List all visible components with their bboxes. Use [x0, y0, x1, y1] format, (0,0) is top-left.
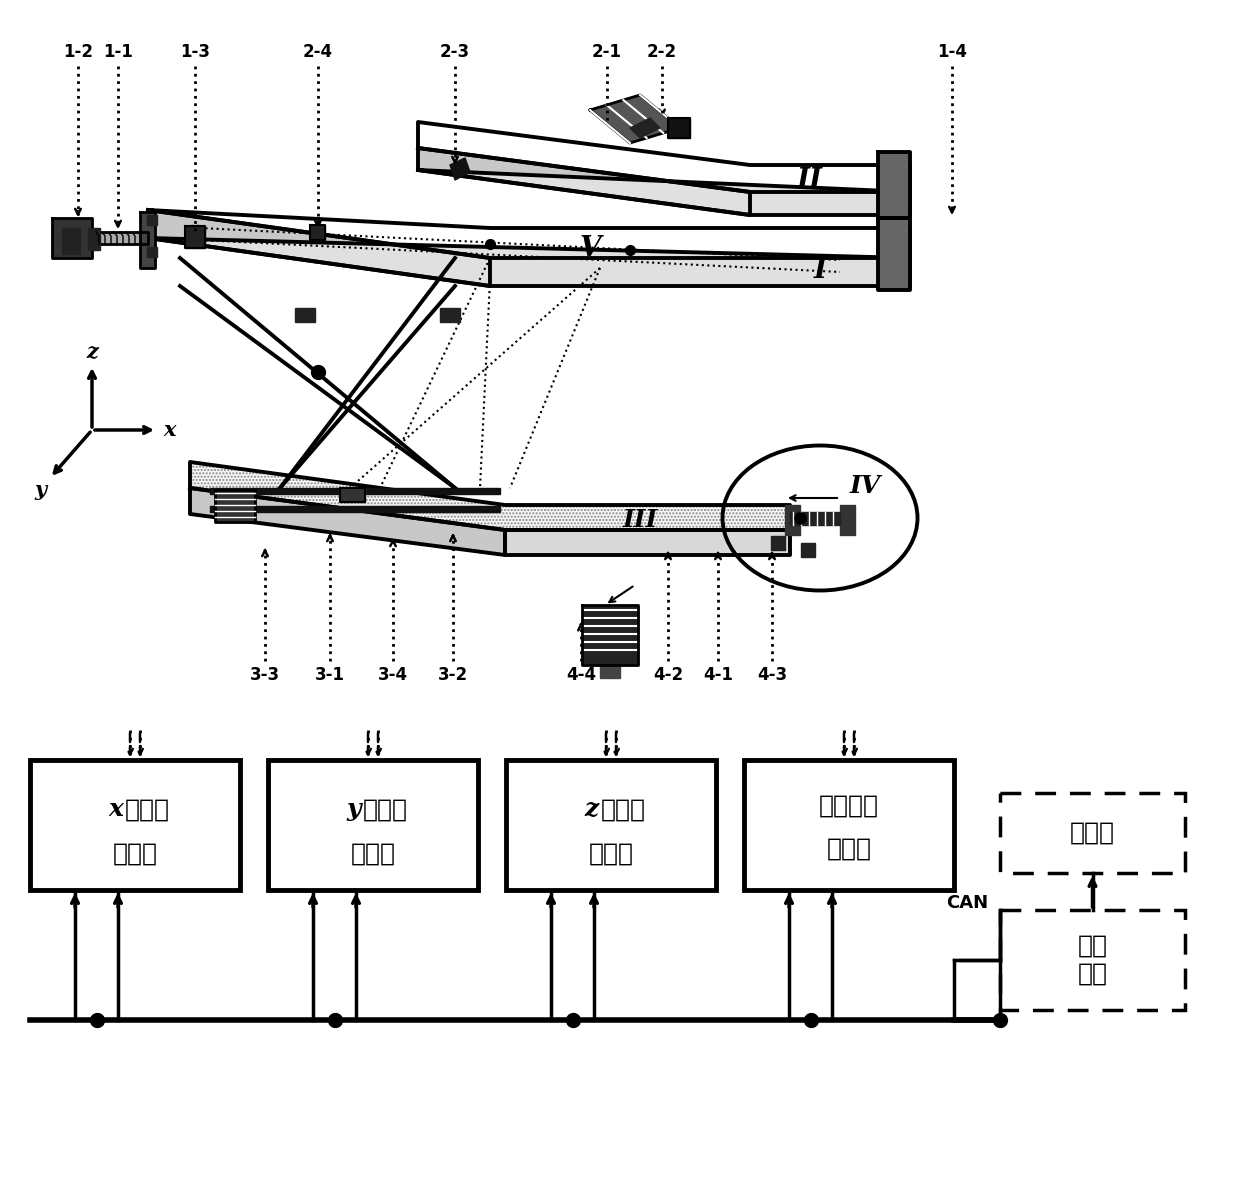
Text: 3-1: 3-1	[315, 666, 345, 684]
Text: 向伺服: 向伺服	[601, 798, 646, 821]
Polygon shape	[210, 488, 500, 494]
Polygon shape	[600, 666, 620, 679]
Text: 4-4: 4-4	[565, 666, 596, 684]
Polygon shape	[92, 232, 148, 244]
Bar	[999, 793, 1185, 873]
Text: x: x	[164, 421, 176, 441]
Text: I: I	[813, 257, 827, 284]
Polygon shape	[148, 210, 910, 258]
Polygon shape	[190, 462, 790, 530]
Text: 1-2: 1-2	[63, 44, 93, 61]
Polygon shape	[210, 507, 500, 512]
Polygon shape	[340, 488, 365, 502]
Polygon shape	[590, 95, 680, 143]
Text: 1-1: 1-1	[103, 44, 133, 61]
Polygon shape	[418, 123, 910, 192]
Bar	[506, 760, 715, 891]
Text: 上位机: 上位机	[1070, 821, 1115, 845]
Text: 1-3: 1-3	[180, 44, 210, 61]
Polygon shape	[88, 229, 100, 250]
Polygon shape	[839, 505, 856, 535]
Bar	[999, 909, 1185, 1010]
Polygon shape	[310, 225, 325, 240]
Text: 3-2: 3-2	[438, 666, 467, 684]
Polygon shape	[878, 152, 910, 218]
Polygon shape	[148, 247, 157, 257]
Text: 2-4: 2-4	[303, 44, 334, 61]
Text: CAN: CAN	[946, 894, 988, 912]
Polygon shape	[295, 307, 315, 322]
Text: y: y	[346, 798, 361, 821]
Polygon shape	[785, 505, 800, 535]
Text: 2-3: 2-3	[440, 44, 470, 61]
Polygon shape	[440, 307, 460, 322]
Bar	[268, 760, 477, 891]
Text: z: z	[86, 342, 98, 362]
Polygon shape	[418, 170, 910, 216]
Text: IV: IV	[849, 474, 880, 498]
Text: 驱动器: 驱动器	[827, 836, 872, 860]
Text: 驱动器: 驱动器	[351, 841, 396, 866]
Polygon shape	[148, 238, 910, 286]
Text: 旋转伺服: 旋转伺服	[818, 794, 879, 818]
Text: z: z	[585, 798, 599, 821]
Polygon shape	[190, 488, 505, 555]
Bar	[744, 760, 954, 891]
Text: 驱动
电源: 驱动 电源	[1078, 934, 1107, 986]
Polygon shape	[418, 148, 750, 216]
Text: 4-2: 4-2	[653, 666, 683, 684]
Polygon shape	[582, 605, 639, 666]
Text: 3-4: 3-4	[378, 666, 408, 684]
Text: x: x	[108, 798, 123, 821]
Text: 2-1: 2-1	[591, 44, 622, 61]
Polygon shape	[668, 118, 689, 138]
Polygon shape	[52, 218, 92, 258]
Text: II: II	[797, 166, 823, 193]
Text: 驱动器: 驱动器	[113, 841, 157, 866]
Polygon shape	[790, 512, 839, 525]
Polygon shape	[215, 490, 255, 522]
Polygon shape	[630, 118, 660, 138]
Polygon shape	[878, 218, 910, 290]
Text: 3-3: 3-3	[250, 666, 280, 684]
Polygon shape	[801, 543, 815, 557]
Polygon shape	[505, 530, 790, 555]
Polygon shape	[140, 212, 155, 269]
Text: V: V	[579, 234, 600, 262]
Polygon shape	[185, 226, 205, 249]
Text: 4-3: 4-3	[756, 666, 787, 684]
Bar	[30, 760, 241, 891]
Text: 1-4: 1-4	[937, 44, 967, 61]
Polygon shape	[771, 536, 785, 550]
Text: 4-1: 4-1	[703, 666, 733, 684]
Polygon shape	[148, 210, 490, 286]
Text: III: III	[622, 508, 657, 532]
Text: 驱动器: 驱动器	[589, 841, 634, 866]
Polygon shape	[450, 158, 470, 180]
Text: 向伺服: 向伺服	[125, 798, 170, 821]
Text: 2-2: 2-2	[647, 44, 677, 61]
Polygon shape	[62, 229, 81, 254]
Text: y: y	[33, 479, 46, 499]
Text: 向伺服: 向伺服	[363, 798, 408, 821]
Polygon shape	[148, 216, 157, 225]
